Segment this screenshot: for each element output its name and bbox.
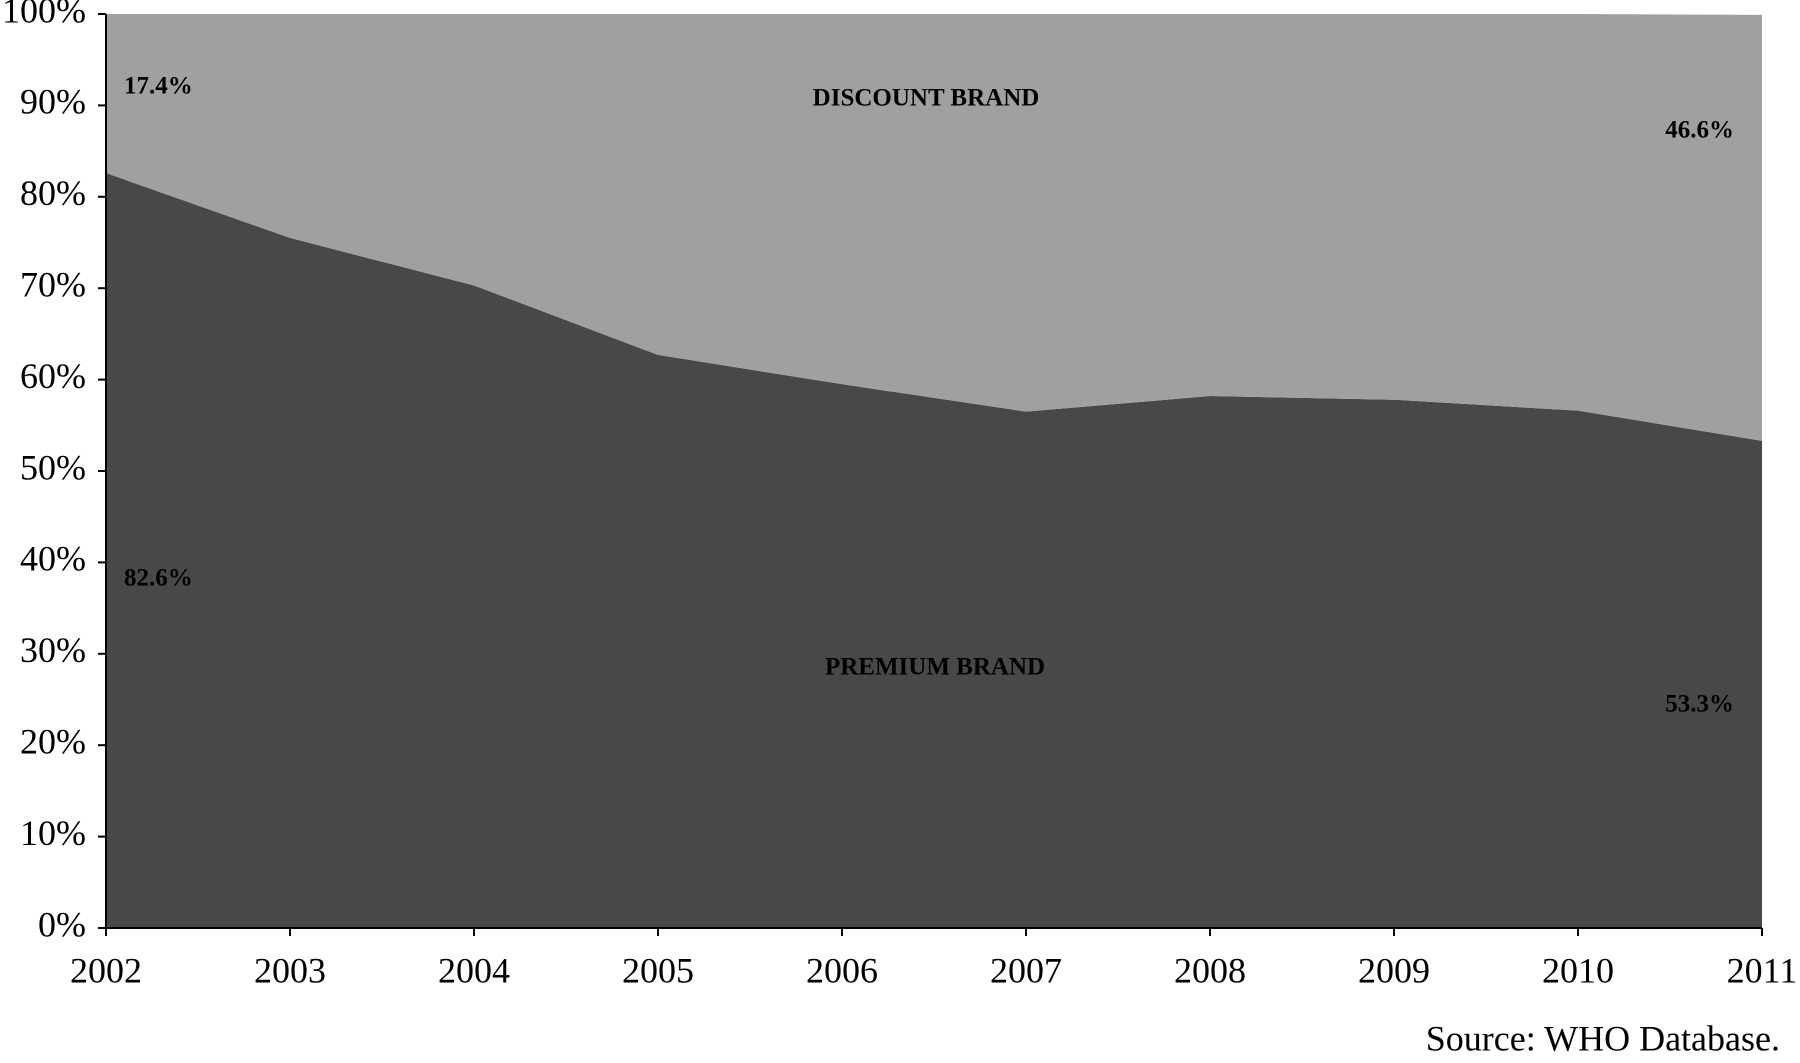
y-tick-label: 10% [20, 813, 86, 853]
x-tick-label: 2002 [70, 950, 142, 990]
x-tick-label: 2010 [1542, 950, 1614, 990]
y-tick-label: 70% [20, 264, 86, 304]
value-label: 17.4% [124, 73, 193, 100]
x-tick-label: 2004 [438, 950, 510, 990]
area [106, 173, 1762, 928]
y-tick-label: 80% [20, 173, 86, 213]
x-tick-label: 2007 [990, 950, 1062, 990]
value-label: 53.3% [1665, 691, 1734, 718]
y-tick-label: 20% [20, 721, 86, 761]
y-tick-label: 60% [20, 356, 86, 396]
x-tick-label: 2005 [622, 950, 694, 990]
x-tick-label: 2006 [806, 950, 878, 990]
source-note: Source: WHO Database. [1426, 1018, 1780, 1058]
value-label: 82.6% [124, 565, 193, 592]
y-tick-label: 0% [38, 904, 86, 944]
y-tick-label: 40% [20, 539, 86, 579]
series-label: DISCOUNT BRAND [813, 85, 1040, 112]
y-tick-label: 90% [20, 82, 86, 122]
x-tick-label: 2008 [1174, 950, 1246, 990]
x-tick-label: 2011 [1727, 950, 1798, 990]
y-tick-label: 50% [20, 447, 86, 487]
value-label: 46.6% [1665, 117, 1734, 144]
series-label: PREMIUM BRAND [825, 654, 1045, 681]
x-tick-label: 2009 [1358, 950, 1430, 990]
y-tick-label: 30% [20, 630, 86, 670]
area [106, 14, 1762, 441]
x-tick-label: 2003 [254, 950, 326, 990]
y-tick-label: 100% [2, 0, 86, 30]
